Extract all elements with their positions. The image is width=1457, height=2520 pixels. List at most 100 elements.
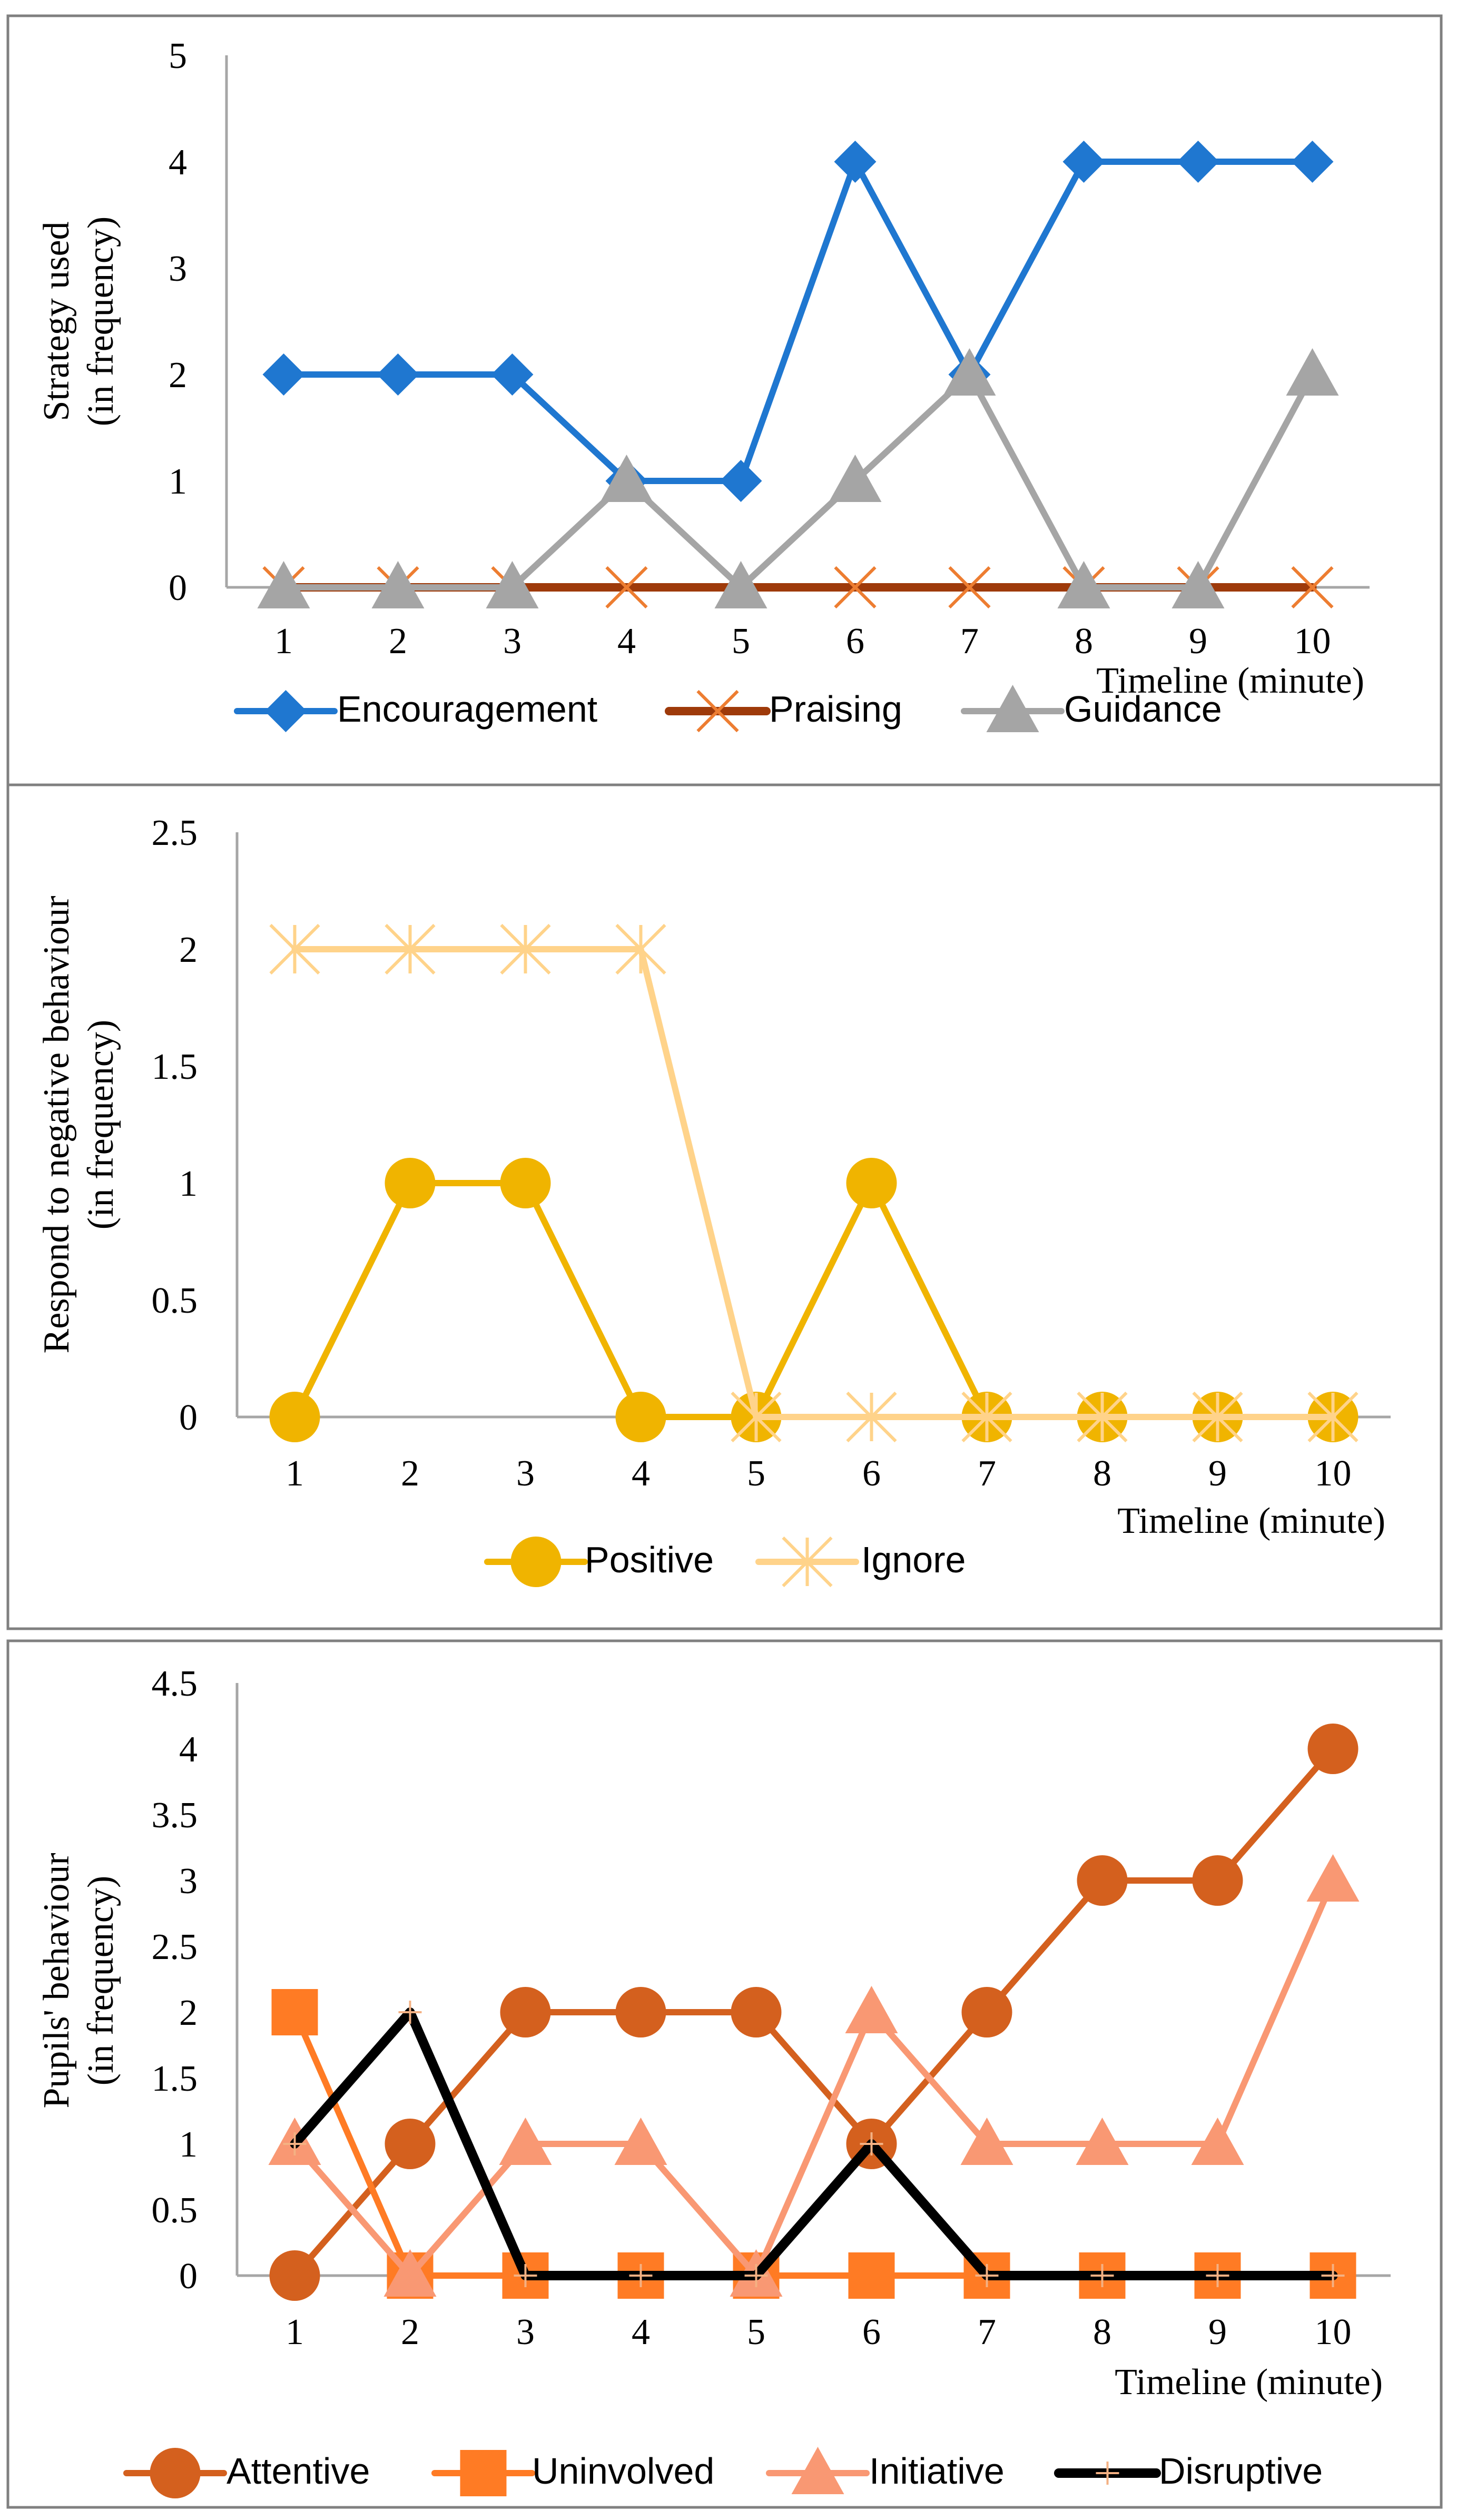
data-point-marker bbox=[1090, 2264, 1114, 2287]
legend-item-encouragement: Encouragement bbox=[234, 688, 597, 732]
y-tick-label: 5 bbox=[169, 36, 187, 76]
data-point-marker bbox=[491, 353, 534, 396]
series-line bbox=[280, 371, 1316, 590]
x-tick-label: 6 bbox=[862, 1453, 881, 1494]
legend-item-disruptive: Disruptive bbox=[1054, 2450, 1323, 2492]
data-point-marker bbox=[961, 1987, 1012, 2037]
data-point-marker bbox=[510, 1537, 562, 1587]
y-axis-title: Respond to negative behaviour (in frequen… bbox=[36, 896, 121, 1354]
data-point-marker bbox=[1286, 348, 1339, 396]
data-point-marker bbox=[791, 2447, 844, 2494]
data-point-marker bbox=[514, 2264, 537, 2287]
data-point-marker bbox=[257, 561, 310, 608]
data-point-marker bbox=[829, 455, 882, 502]
data-point-marker bbox=[1062, 141, 1105, 183]
panel-border bbox=[6, 783, 1443, 1630]
x-tick-label: 4 bbox=[617, 621, 636, 662]
panel-border bbox=[6, 1639, 1443, 2509]
x-tick-label: 9 bbox=[1208, 2312, 1227, 2352]
y-axis-title: Strategy used (in frequency) bbox=[36, 216, 121, 426]
legend-item-guidance: Guidance bbox=[961, 685, 1222, 732]
x-tick-label: 2 bbox=[401, 2312, 419, 2352]
data-point-marker bbox=[948, 566, 991, 609]
data-point-marker bbox=[1077, 1391, 1128, 1443]
y-tick-label: 1.5 bbox=[152, 2059, 198, 2099]
data-point-marker bbox=[1307, 1391, 1358, 1443]
data-point-marker bbox=[614, 2118, 667, 2165]
data-point-marker bbox=[615, 1392, 666, 1442]
y-tick-label: 1 bbox=[179, 1164, 198, 1204]
data-point-marker bbox=[615, 1987, 666, 2037]
y-tick-label: 0 bbox=[179, 1397, 198, 1438]
data-point-marker bbox=[500, 1158, 551, 1208]
data-point-marker bbox=[383, 2249, 437, 2297]
data-point-marker bbox=[1306, 1854, 1360, 1902]
data-point-marker bbox=[500, 923, 551, 975]
data-point-marker bbox=[486, 561, 539, 608]
series-line bbox=[280, 159, 1316, 484]
data-point-marker bbox=[986, 685, 1039, 732]
legend-item-positive: Positive bbox=[484, 1537, 714, 1587]
data-point-marker bbox=[696, 690, 739, 733]
x-tick-label: 8 bbox=[1075, 621, 1093, 662]
x-tick-label: 6 bbox=[846, 621, 864, 662]
series-line bbox=[290, 2007, 1338, 2280]
data-point-marker bbox=[385, 923, 436, 975]
data-point-marker bbox=[846, 1158, 897, 1208]
legend-item-uninvolved: Uninvolved bbox=[431, 2450, 714, 2496]
y-axis-title-line: Respond to negative behaviour bbox=[36, 896, 77, 1354]
x-tick-label: 7 bbox=[978, 1453, 996, 1494]
data-point-marker bbox=[600, 455, 653, 502]
data-point-marker bbox=[1096, 2462, 1119, 2485]
legend-label: Initiative bbox=[869, 2450, 1005, 2492]
y-axis-title-line: (in frequency) bbox=[81, 1876, 121, 2085]
x-tick-label: 3 bbox=[516, 1453, 535, 1494]
panel-border bbox=[6, 14, 1443, 786]
x-axis-title: Timeline (minute) bbox=[1096, 661, 1364, 701]
legend-label: Attentive bbox=[227, 2450, 370, 2492]
y-tick-label: 4 bbox=[179, 1729, 198, 1770]
data-point-marker bbox=[975, 2264, 999, 2287]
x-tick-label: 10 bbox=[1294, 621, 1331, 662]
data-point-marker bbox=[269, 2250, 320, 2301]
pupils-behaviour-chart-panel: 0 0.5 1 1.5 2 2.5 3 3.5 4 4.5 1 2 3 4 5 6 7 8 9 10 Timeline … bbox=[6, 1639, 1443, 2509]
data-point-marker bbox=[1291, 566, 1334, 609]
x-tick-label: 5 bbox=[747, 1453, 765, 1494]
y-tick-label: 2 bbox=[179, 930, 198, 970]
data-point-marker bbox=[834, 141, 877, 183]
data-point-marker bbox=[269, 923, 320, 975]
x-tick-label: 3 bbox=[516, 2312, 535, 2352]
x-tick-label: 4 bbox=[632, 2312, 650, 2352]
x-tick-label: 2 bbox=[389, 621, 407, 662]
x-axis-title: Timeline (minute) bbox=[1117, 1501, 1385, 1541]
y-tick-label: 0 bbox=[179, 2256, 198, 2297]
data-point-marker bbox=[1077, 1855, 1128, 1906]
data-point-marker bbox=[1191, 2118, 1244, 2165]
y-axis-title-line: (in frequency) bbox=[81, 216, 121, 426]
data-point-marker bbox=[271, 1989, 318, 2035]
data-point-marker bbox=[460, 2450, 507, 2496]
data-point-marker bbox=[834, 566, 877, 609]
legend-label: Positive bbox=[585, 1539, 714, 1580]
y-tick-label: 3 bbox=[179, 1861, 198, 1902]
series-line bbox=[291, 1877, 1336, 2279]
legend-item-praising: Praising bbox=[665, 688, 902, 733]
y-tick-label: 3 bbox=[169, 249, 187, 289]
legend-label: Encouragement bbox=[337, 688, 597, 730]
data-point-marker bbox=[845, 1986, 898, 2033]
series-line bbox=[291, 1746, 1336, 2279]
x-tick-label: 10 bbox=[1315, 1453, 1352, 1494]
data-point-marker bbox=[782, 1536, 833, 1588]
data-point-marker bbox=[943, 348, 996, 396]
x-tick-label: 1 bbox=[286, 2312, 304, 2352]
data-point-marker bbox=[629, 2264, 653, 2287]
x-tick-label: 9 bbox=[1189, 621, 1207, 662]
y-axis-title-line: Strategy used bbox=[36, 221, 77, 421]
data-point-marker bbox=[398, 2001, 422, 2024]
y-tick-label: 1 bbox=[179, 2124, 198, 2165]
negative-behaviour-chart-panel: 0 0.5 1 1.5 2 2.5 1 2 3 4 5 6 7 8 9 10 Timeline (minute)… bbox=[6, 783, 1443, 1630]
y-tick-label: 2 bbox=[169, 355, 187, 396]
y-tick-label: 0.5 bbox=[152, 2190, 198, 2231]
data-point-marker bbox=[960, 2118, 1013, 2165]
